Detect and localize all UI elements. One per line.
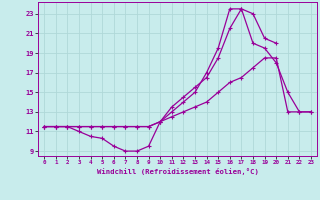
X-axis label: Windchill (Refroidissement éolien,°C): Windchill (Refroidissement éolien,°C) xyxy=(97,168,259,175)
